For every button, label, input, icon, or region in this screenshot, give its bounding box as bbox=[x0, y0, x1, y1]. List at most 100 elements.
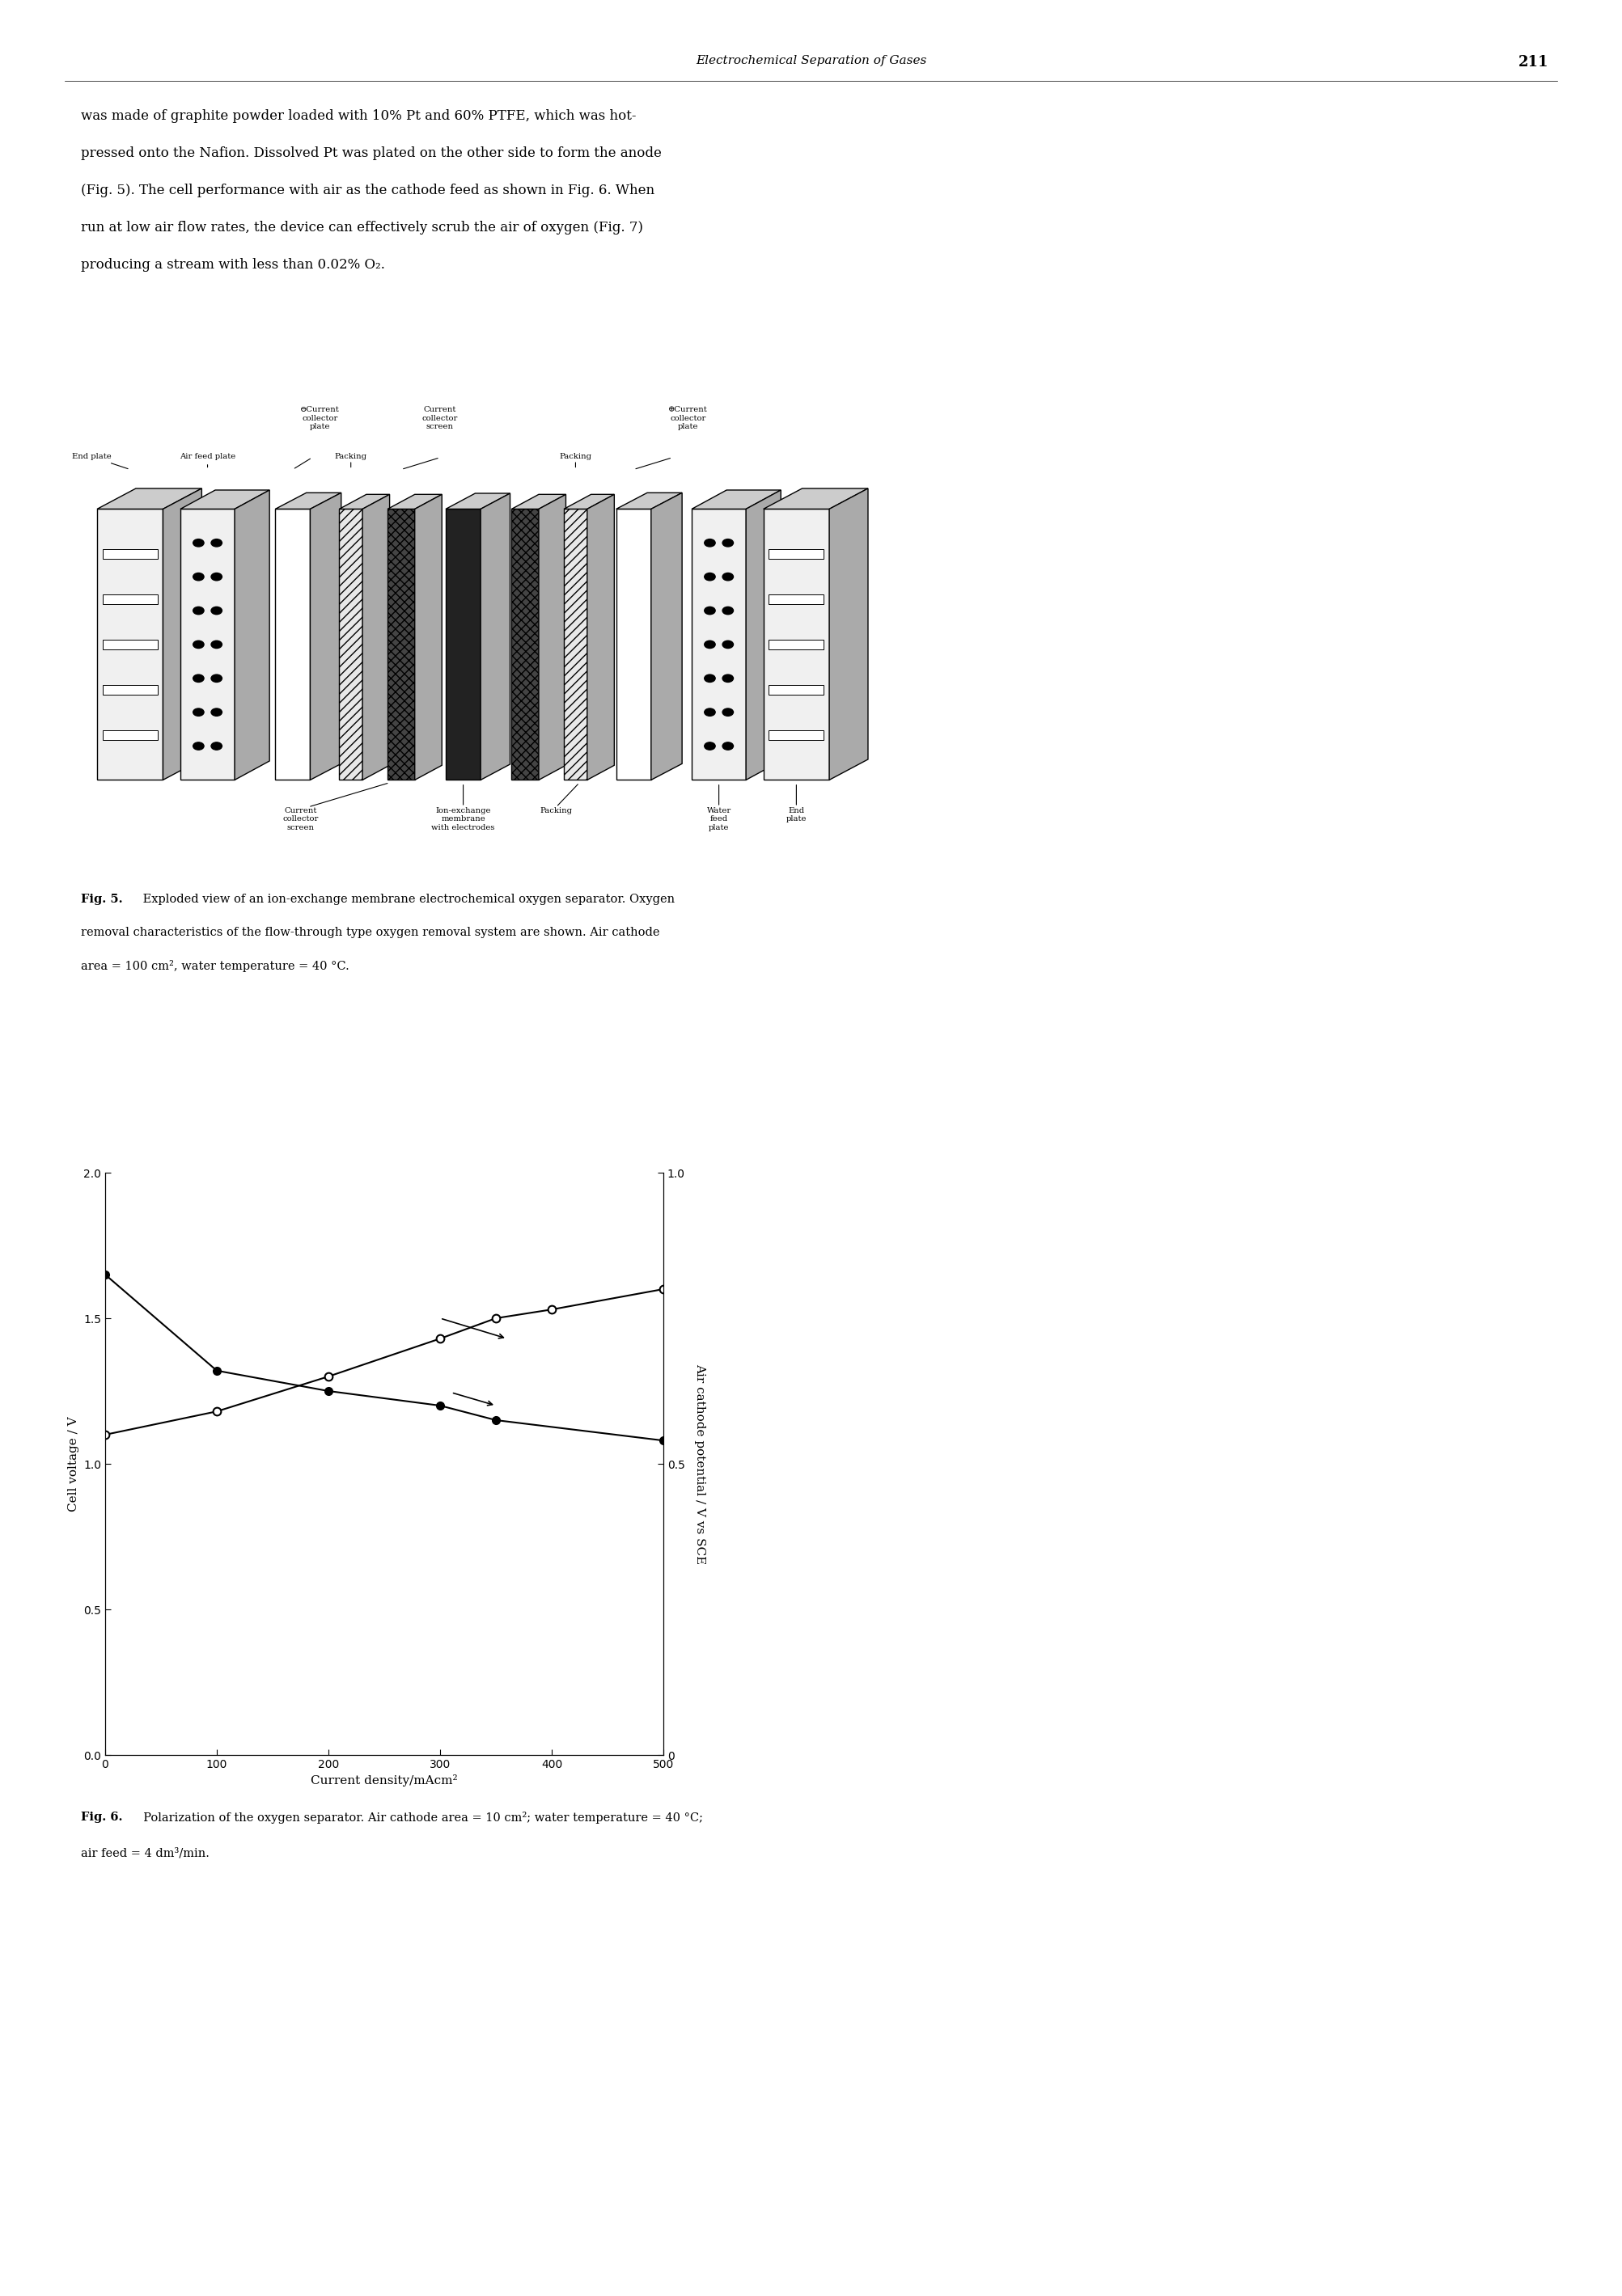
Polygon shape bbox=[650, 494, 683, 781]
Polygon shape bbox=[276, 510, 310, 781]
Circle shape bbox=[704, 606, 715, 615]
Circle shape bbox=[193, 641, 204, 647]
Polygon shape bbox=[511, 494, 566, 510]
Polygon shape bbox=[769, 730, 824, 739]
Polygon shape bbox=[180, 510, 235, 781]
Polygon shape bbox=[829, 489, 868, 781]
Polygon shape bbox=[564, 510, 587, 781]
Polygon shape bbox=[616, 494, 683, 510]
Text: 211: 211 bbox=[1518, 55, 1549, 69]
Polygon shape bbox=[539, 494, 566, 781]
Circle shape bbox=[211, 709, 222, 716]
Text: removal characteristics of the flow-through type oxygen removal system are shown: removal characteristics of the flow-thro… bbox=[81, 928, 660, 939]
Text: (Fig. 5). The cell performance with air as the cathode feed as shown in Fig. 6. : (Fig. 5). The cell performance with air … bbox=[81, 184, 655, 197]
Polygon shape bbox=[310, 494, 341, 781]
Circle shape bbox=[722, 709, 733, 716]
Polygon shape bbox=[388, 494, 441, 510]
Polygon shape bbox=[746, 489, 780, 781]
Circle shape bbox=[722, 540, 733, 546]
Text: producing a stream with less than 0.02% O₂.: producing a stream with less than 0.02% … bbox=[81, 257, 384, 271]
Polygon shape bbox=[97, 510, 162, 781]
Polygon shape bbox=[162, 489, 201, 781]
Circle shape bbox=[193, 742, 204, 751]
Text: End plate: End plate bbox=[71, 452, 128, 468]
Circle shape bbox=[211, 574, 222, 581]
Text: Exploded view of an ion-exchange membrane electrochemical oxygen separator. Oxyg: Exploded view of an ion-exchange membran… bbox=[139, 893, 675, 905]
Polygon shape bbox=[102, 684, 157, 693]
Text: Current
collector
screen: Current collector screen bbox=[422, 406, 457, 429]
Polygon shape bbox=[339, 510, 362, 781]
Polygon shape bbox=[691, 510, 746, 781]
Polygon shape bbox=[616, 510, 650, 781]
Polygon shape bbox=[339, 494, 389, 510]
Polygon shape bbox=[180, 489, 269, 510]
Circle shape bbox=[211, 540, 222, 546]
Polygon shape bbox=[691, 489, 780, 510]
Text: Air feed plate: Air feed plate bbox=[180, 452, 235, 466]
Circle shape bbox=[704, 742, 715, 751]
Text: ⊕Current
collector
plate: ⊕Current collector plate bbox=[668, 406, 707, 429]
Polygon shape bbox=[102, 595, 157, 604]
Text: ⊖Current
collector
plate: ⊖Current collector plate bbox=[300, 406, 339, 429]
Circle shape bbox=[193, 574, 204, 581]
Circle shape bbox=[211, 641, 222, 647]
Circle shape bbox=[704, 641, 715, 647]
Polygon shape bbox=[564, 494, 615, 510]
Circle shape bbox=[704, 574, 715, 581]
Text: area = 100 cm², water temperature = 40 °C.: area = 100 cm², water temperature = 40 °… bbox=[81, 960, 349, 974]
Polygon shape bbox=[235, 489, 269, 781]
Polygon shape bbox=[769, 684, 824, 693]
Polygon shape bbox=[388, 510, 415, 781]
Circle shape bbox=[722, 641, 733, 647]
Text: Fig. 6.: Fig. 6. bbox=[81, 1812, 123, 1823]
Circle shape bbox=[193, 675, 204, 682]
Text: Water
feed
plate: Water feed plate bbox=[707, 806, 732, 831]
Text: End
plate: End plate bbox=[787, 806, 806, 822]
Text: was made of graphite powder loaded with 10% Pt and 60% PTFE, which was hot-: was made of graphite powder loaded with … bbox=[81, 110, 636, 124]
Polygon shape bbox=[769, 641, 824, 650]
Polygon shape bbox=[511, 510, 539, 781]
Text: Electrochemical Separation of Gases: Electrochemical Separation of Gases bbox=[696, 55, 926, 67]
Polygon shape bbox=[276, 494, 341, 510]
Polygon shape bbox=[102, 730, 157, 739]
Text: run at low air flow rates, the device can effectively scrub the air of oxygen (F: run at low air flow rates, the device ca… bbox=[81, 220, 644, 234]
Circle shape bbox=[722, 675, 733, 682]
Circle shape bbox=[722, 606, 733, 615]
Polygon shape bbox=[415, 494, 441, 781]
Circle shape bbox=[193, 540, 204, 546]
Circle shape bbox=[722, 742, 733, 751]
X-axis label: Current density/mAcm²: Current density/mAcm² bbox=[311, 1775, 457, 1786]
Text: air feed = 4 dm³/min.: air feed = 4 dm³/min. bbox=[81, 1848, 209, 1857]
Polygon shape bbox=[764, 489, 868, 510]
Circle shape bbox=[704, 675, 715, 682]
Y-axis label: Air cathode potential / V vs SCE: Air cathode potential / V vs SCE bbox=[694, 1364, 706, 1564]
Circle shape bbox=[722, 574, 733, 581]
Circle shape bbox=[704, 540, 715, 546]
Polygon shape bbox=[480, 494, 509, 781]
Polygon shape bbox=[587, 494, 615, 781]
Text: Packing: Packing bbox=[540, 806, 573, 815]
Text: Polarization of the oxygen separator. Air cathode area = 10 cm²; water temperatu: Polarization of the oxygen separator. Ai… bbox=[136, 1812, 702, 1823]
Text: Packing: Packing bbox=[334, 452, 367, 459]
Polygon shape bbox=[446, 510, 480, 781]
Circle shape bbox=[193, 606, 204, 615]
Text: Fig. 5.: Fig. 5. bbox=[81, 893, 123, 905]
Polygon shape bbox=[769, 549, 824, 558]
Circle shape bbox=[193, 709, 204, 716]
Circle shape bbox=[211, 606, 222, 615]
Polygon shape bbox=[362, 494, 389, 781]
Polygon shape bbox=[764, 510, 829, 781]
Polygon shape bbox=[102, 641, 157, 650]
Polygon shape bbox=[102, 549, 157, 558]
Text: pressed onto the Nafion. Dissolved Pt was plated on the other side to form the a: pressed onto the Nafion. Dissolved Pt wa… bbox=[81, 147, 662, 161]
Circle shape bbox=[704, 709, 715, 716]
Text: Ion-exchange
membrane
with electrodes: Ion-exchange membrane with electrodes bbox=[431, 806, 495, 831]
Polygon shape bbox=[97, 489, 201, 510]
Polygon shape bbox=[446, 494, 509, 510]
Circle shape bbox=[211, 675, 222, 682]
Polygon shape bbox=[769, 595, 824, 604]
Circle shape bbox=[211, 742, 222, 751]
Text: Current
collector
screen: Current collector screen bbox=[282, 806, 318, 831]
Text: Packing: Packing bbox=[560, 452, 592, 459]
Y-axis label: Cell voltage / V: Cell voltage / V bbox=[68, 1417, 79, 1511]
